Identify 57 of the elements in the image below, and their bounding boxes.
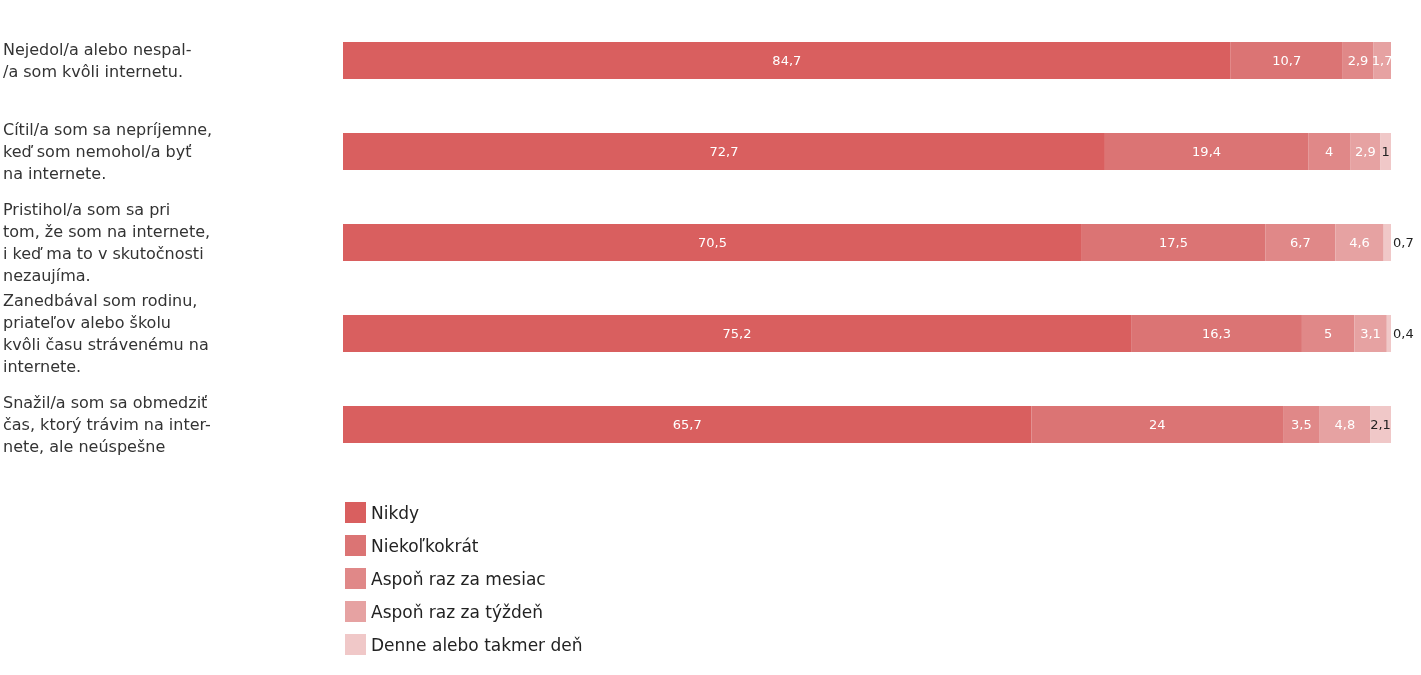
data-label: 70,5: [697, 235, 727, 250]
data-label: 4: [1325, 144, 1334, 159]
bar: [343, 406, 1032, 443]
data-label: 0,4: [1393, 326, 1414, 341]
data-label: 24: [1149, 417, 1166, 432]
bar: [1386, 315, 1391, 352]
data-label: 2,9: [1347, 53, 1369, 68]
bar: [343, 133, 1105, 170]
data-label: 72,7: [709, 144, 739, 159]
data-label: 2,1: [1370, 417, 1391, 432]
data-label: 2,9: [1354, 144, 1376, 159]
y-tick-label: Pristihol/a som sa pri tom, že som na internete, i keď ma to v skutočnosti nezaujíma.: [3, 200, 211, 285]
bar: [1081, 224, 1266, 261]
data-label: 19,4: [1192, 144, 1222, 159]
bar: [1350, 133, 1381, 170]
legend-label: Denne alebo takmer deň: [371, 634, 583, 655]
data-label: 17,5: [1159, 235, 1189, 250]
data-label: 5: [1323, 326, 1333, 341]
data-label: 3,5: [1291, 417, 1312, 432]
bar: [343, 224, 1082, 261]
data-label: 6,7: [1290, 235, 1311, 250]
bar: [1319, 406, 1371, 443]
y-tick-label: Cítil/a som sa nepríjemne, keď som nemohol/a byť na internete.: [3, 120, 213, 183]
y-tick-label: Snažil/a som sa obmedziť čas, ktorý trávim na inter- nete, ale neúspešne: [3, 393, 211, 456]
bar: [1265, 224, 1336, 261]
bar: [1301, 315, 1355, 352]
data-label: 10,7: [1272, 53, 1302, 68]
bar: [1131, 315, 1302, 352]
legend-label: Aspoň raz za mesiac: [371, 568, 546, 589]
data-label: 4,6: [1349, 235, 1370, 250]
data-label: 84,7: [772, 53, 802, 68]
legend-label: Nikdy: [371, 502, 420, 523]
data-label: 75,2: [722, 326, 752, 341]
bar: [1283, 406, 1320, 443]
y-tick-label: Nejedol/a alebo nespal- /a som kvôli internetu.: [3, 40, 192, 81]
bar: [1373, 42, 1391, 79]
data-label: 3,1: [1360, 326, 1381, 341]
bar: [1370, 406, 1391, 443]
data-label: 1,7: [1371, 53, 1393, 68]
bar: [1383, 224, 1391, 261]
legend-label: Niekoľkokrát: [371, 535, 479, 556]
bar: [343, 42, 1231, 79]
bar: [1342, 42, 1374, 79]
data-label: 0,7: [1393, 235, 1414, 250]
bar: [1104, 133, 1309, 170]
data-label: 16,3: [1202, 326, 1231, 341]
data-label: 4,8: [1334, 417, 1356, 432]
data-label: 65,7: [672, 417, 702, 432]
bar: [1031, 406, 1284, 443]
bar: [1230, 42, 1343, 79]
legend-label: Aspoň raz za týždeň: [371, 601, 544, 622]
bar: [343, 315, 1132, 352]
data-label: 1: [1381, 144, 1390, 159]
y-tick-label: Zanedbával som rodinu, priateľov alebo školu kvôli času strávenému na internete.: [3, 291, 209, 376]
bar: [1335, 224, 1384, 261]
bar: [1308, 133, 1351, 170]
bar: [1354, 315, 1387, 352]
